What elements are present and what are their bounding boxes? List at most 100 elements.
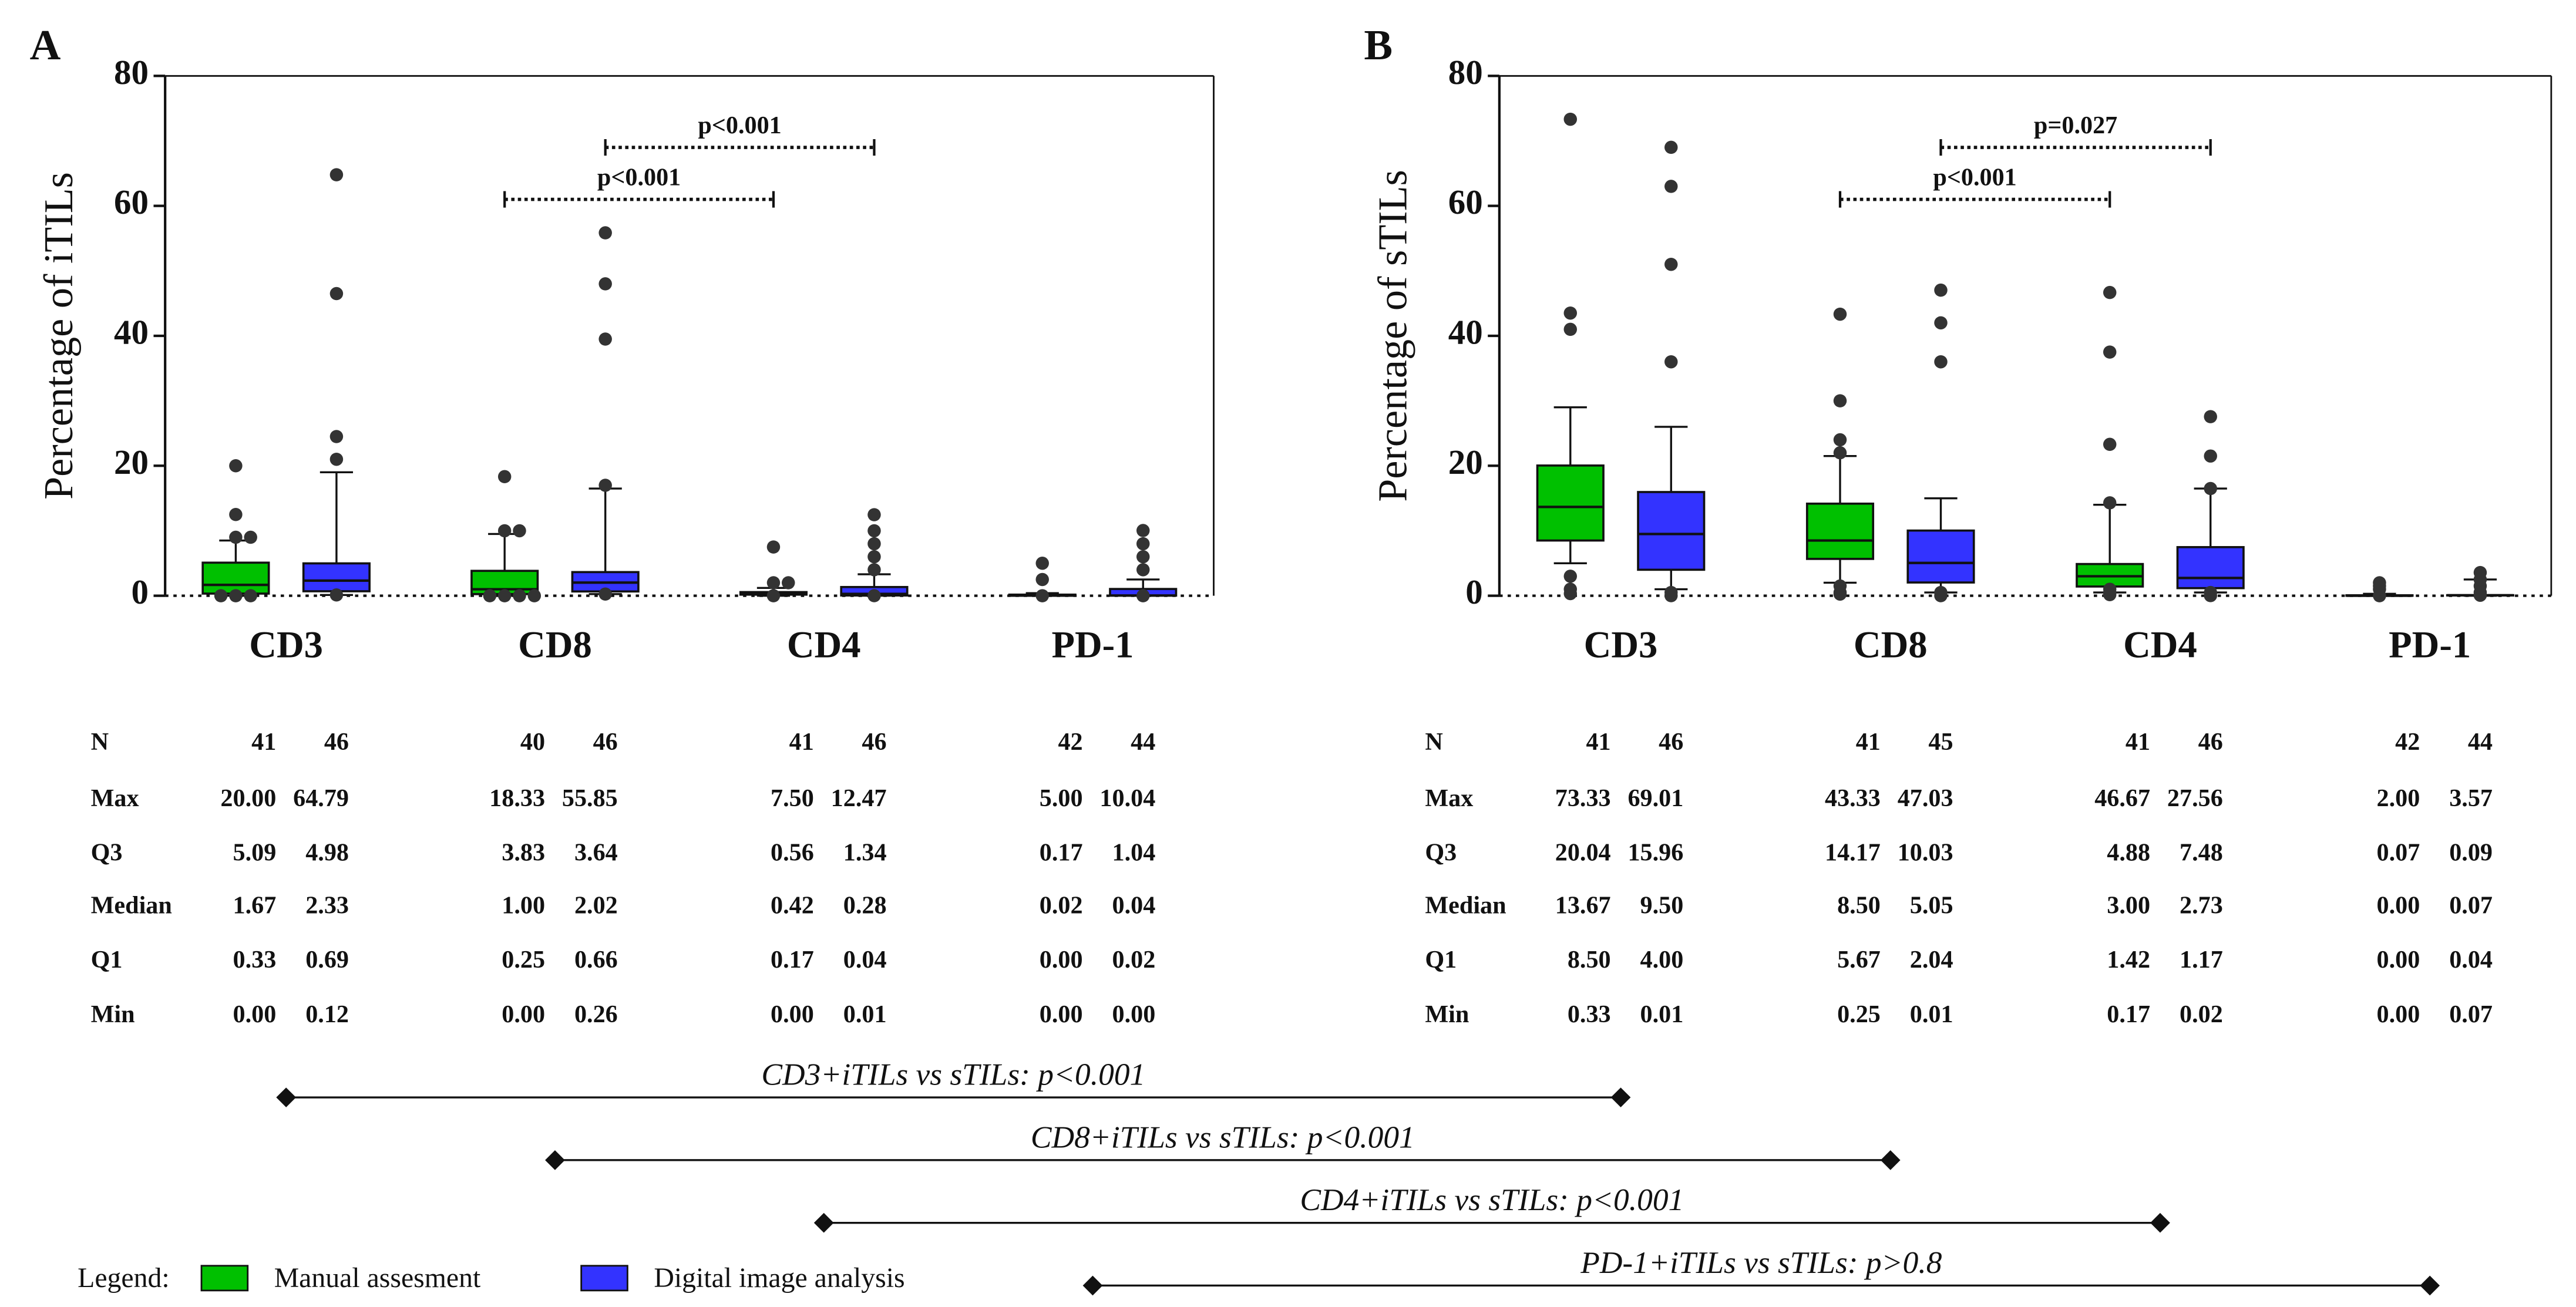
table-cell: 2.73 [2180, 892, 2223, 919]
y-tick-label: 20 [1448, 443, 1483, 481]
outlier [2103, 345, 2117, 359]
table-cell: 0.66 [574, 946, 618, 973]
table-cell: 0.00 [233, 1001, 276, 1028]
bracket-label: p<0.001 [597, 164, 681, 191]
table-row-label: N [91, 728, 109, 756]
table-row-label: Min [91, 1001, 135, 1028]
table-cell: 0.33 [1568, 1001, 1611, 1028]
table-cell: 3.00 [2107, 892, 2150, 919]
outlier [1934, 355, 1948, 369]
outlier [1934, 316, 1948, 330]
table-cell: 0.25 [1837, 1001, 1881, 1028]
y-axis-label: Percentage of iTILs [36, 172, 82, 500]
outlier [244, 530, 257, 544]
outlier [782, 576, 795, 590]
outlier [1664, 180, 1678, 193]
table-cell: 2.33 [305, 892, 349, 919]
y-tick-label: 0 [1465, 572, 1483, 611]
y-tick-label: 40 [1448, 313, 1483, 352]
box [201, 561, 270, 595]
table-cell: 42 [2395, 728, 2420, 756]
outlier [1833, 394, 1847, 407]
table-cell: 46 [593, 728, 618, 756]
table-cell: 0.02 [1040, 892, 1083, 919]
table-cell: 8.50 [1568, 946, 1611, 973]
table-cell: 0.09 [2449, 839, 2493, 867]
outlier [229, 530, 243, 544]
outlier [867, 524, 881, 538]
outlier [1035, 572, 1049, 587]
bracket-label: p<0.001 [698, 112, 781, 139]
table-row-label: Max [1425, 784, 1473, 812]
box [2176, 546, 2245, 590]
table-cell: 0.28 [843, 892, 887, 919]
table-cell: 0.33 [233, 946, 276, 973]
table-cell: 0.07 [2377, 839, 2420, 867]
table-cell: 5.00 [1040, 784, 1083, 812]
max-point [329, 168, 344, 181]
min-point [329, 588, 344, 602]
outlier [867, 537, 881, 551]
table-row-label: Q3 [91, 839, 123, 867]
outlier [2204, 481, 2217, 496]
table-cell: 5.09 [233, 839, 276, 867]
table-cell: 0.07 [2449, 892, 2493, 919]
outlier [1136, 563, 1150, 577]
table-cell: 0.17 [771, 946, 814, 973]
comparison-end [2420, 1275, 2440, 1296]
outlier [1833, 579, 1847, 593]
outlier [329, 452, 344, 466]
table-cell: 0.12 [305, 1001, 349, 1028]
max-point [1563, 112, 1578, 126]
outlier [598, 332, 612, 346]
table-cell: 73.33 [1555, 784, 1611, 812]
outlier [867, 550, 881, 564]
category-label: CD3 [249, 623, 323, 665]
comparison-end [813, 1212, 834, 1233]
table-cell: 0.00 [2377, 946, 2420, 973]
y-tick-label: 60 [114, 183, 149, 221]
legend-title: Legend: [78, 1262, 170, 1293]
table-cell: 5.05 [1910, 892, 1953, 919]
y-tick-label: 80 [1448, 53, 1483, 92]
table-cell: 27.56 [2167, 784, 2223, 812]
table-cell: 0.04 [2449, 946, 2493, 973]
table-row-label: Q1 [1425, 946, 1457, 973]
table-cell: 46 [2198, 728, 2223, 756]
table-cell: 10.04 [1099, 784, 1155, 812]
legend-label: Manual assesment [274, 1262, 481, 1293]
table-cell: 42 [1058, 728, 1082, 756]
max-point [2373, 576, 2386, 590]
outlier [867, 563, 881, 577]
table-cell: 3.64 [574, 839, 618, 867]
category-label: CD8 [1854, 623, 1928, 665]
outlier [2103, 496, 2117, 510]
category-label: CD4 [2123, 623, 2197, 665]
table-cell: 46.67 [2094, 784, 2150, 812]
table-cell: 0.02 [2180, 1001, 2223, 1028]
table-cell: 41 [789, 728, 814, 756]
table-row-label: Median [1425, 892, 1506, 919]
category-label: CD4 [787, 623, 861, 665]
max-point [229, 459, 243, 473]
max-point [1035, 557, 1049, 570]
table-cell: 14.17 [1825, 839, 1881, 867]
max-point [1833, 307, 1847, 321]
comparison-end [2150, 1212, 2170, 1233]
comparison-label: CD4+iTILs vs sTILs: p<0.001 [1300, 1182, 1684, 1217]
max-point [1664, 140, 1678, 154]
table-cell: 0.00 [771, 1001, 814, 1028]
table-cell: 0.26 [574, 1001, 618, 1028]
max-point [766, 540, 781, 554]
table-cell: 10.03 [1898, 839, 1953, 867]
panel-label: B [1364, 21, 1393, 69]
table-cell: 3.57 [2449, 784, 2493, 812]
table-cell: 1.00 [502, 892, 545, 919]
table-cell: 41 [1856, 728, 1881, 756]
table-cell: 2.04 [1910, 946, 1953, 973]
table-cell: 13.67 [1555, 892, 1611, 919]
outlier [244, 589, 257, 602]
y-tick-label: 40 [114, 313, 149, 352]
